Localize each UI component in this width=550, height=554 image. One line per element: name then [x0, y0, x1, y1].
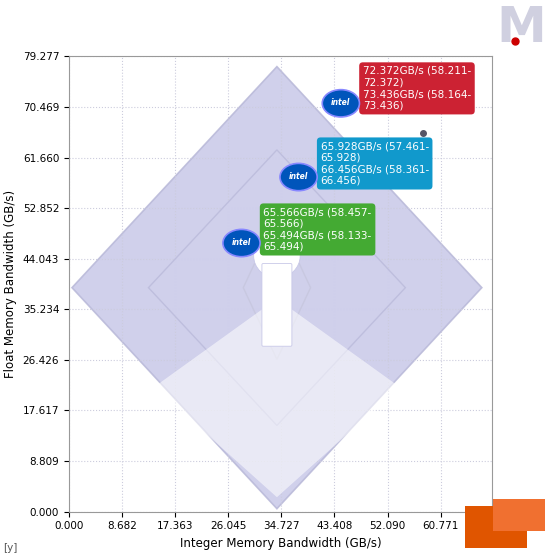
Ellipse shape [223, 229, 260, 257]
Text: M: M [496, 4, 546, 52]
Text: intel: intel [289, 172, 308, 181]
Polygon shape [148, 150, 405, 425]
FancyBboxPatch shape [262, 264, 292, 346]
Polygon shape [154, 299, 400, 497]
Text: intel: intel [331, 98, 350, 107]
Polygon shape [72, 66, 482, 509]
Text: [y]: [y] [3, 543, 17, 553]
Text: 65.928GB/s (57.461-
65.928)
66.456GB/s (58.361-
66.456): 65.928GB/s (57.461- 65.928) 66.456GB/s (… [321, 141, 429, 186]
FancyBboxPatch shape [493, 499, 544, 531]
Circle shape [254, 234, 300, 278]
Text: 72.372GB/s (58.211-
72.372)
73.436GB/s (58.164-
73.436): 72.372GB/s (58.211- 72.372) 73.436GB/s (… [363, 66, 471, 111]
FancyBboxPatch shape [465, 506, 527, 548]
Ellipse shape [280, 163, 317, 191]
Ellipse shape [322, 90, 360, 117]
Text: intel: intel [232, 238, 251, 247]
X-axis label: Integer Memory Bandwidth (GB/s): Integer Memory Bandwidth (GB/s) [179, 537, 381, 550]
Y-axis label: Float Memory Bandwidth (GB/s): Float Memory Bandwidth (GB/s) [4, 190, 17, 378]
Text: 65.566GB/s (58.457-
65.566)
65.494GB/s (58.133-
65.494): 65.566GB/s (58.457- 65.566) 65.494GB/s (… [263, 207, 372, 252]
